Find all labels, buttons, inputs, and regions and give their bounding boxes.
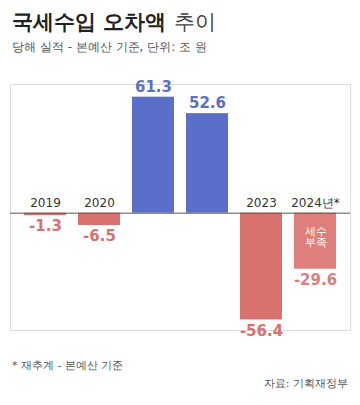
html-text:* 재추계 - 본예산 기준: * 재추계 - 본예산 기준 [12,359,124,373]
svg-text:2023: 2023 [246,196,277,210]
svg-text:2024년*: 2024년* [291,196,340,210]
svg-text:52.6: 52.6 [189,95,226,113]
svg-text:-29.6: -29.6 [294,271,337,289]
svg-text:세수부족: 세수부족 [305,225,327,249]
svg-text:2019: 2019 [30,196,61,210]
html-text:당해 실적 - 본예산 기준, 단위: 조 원: 당해 실적 - 본예산 기준, 단위: 조 원 [12,40,207,55]
svg-text:-6.5: -6.5 [83,227,116,245]
svg-text:61.3: 61.3 [135,78,172,96]
svg-text:2020: 2020 [84,196,115,210]
html-text:자료: 기획재정부: 자료: 기획재정부 [263,377,348,391]
html-text:국세수입 오차액추이: 국세수입 오차액추이 [12,10,216,34]
svg-text:-56.4: -56.4 [240,322,283,340]
svg-text:-1.3: -1.3 [29,218,62,236]
